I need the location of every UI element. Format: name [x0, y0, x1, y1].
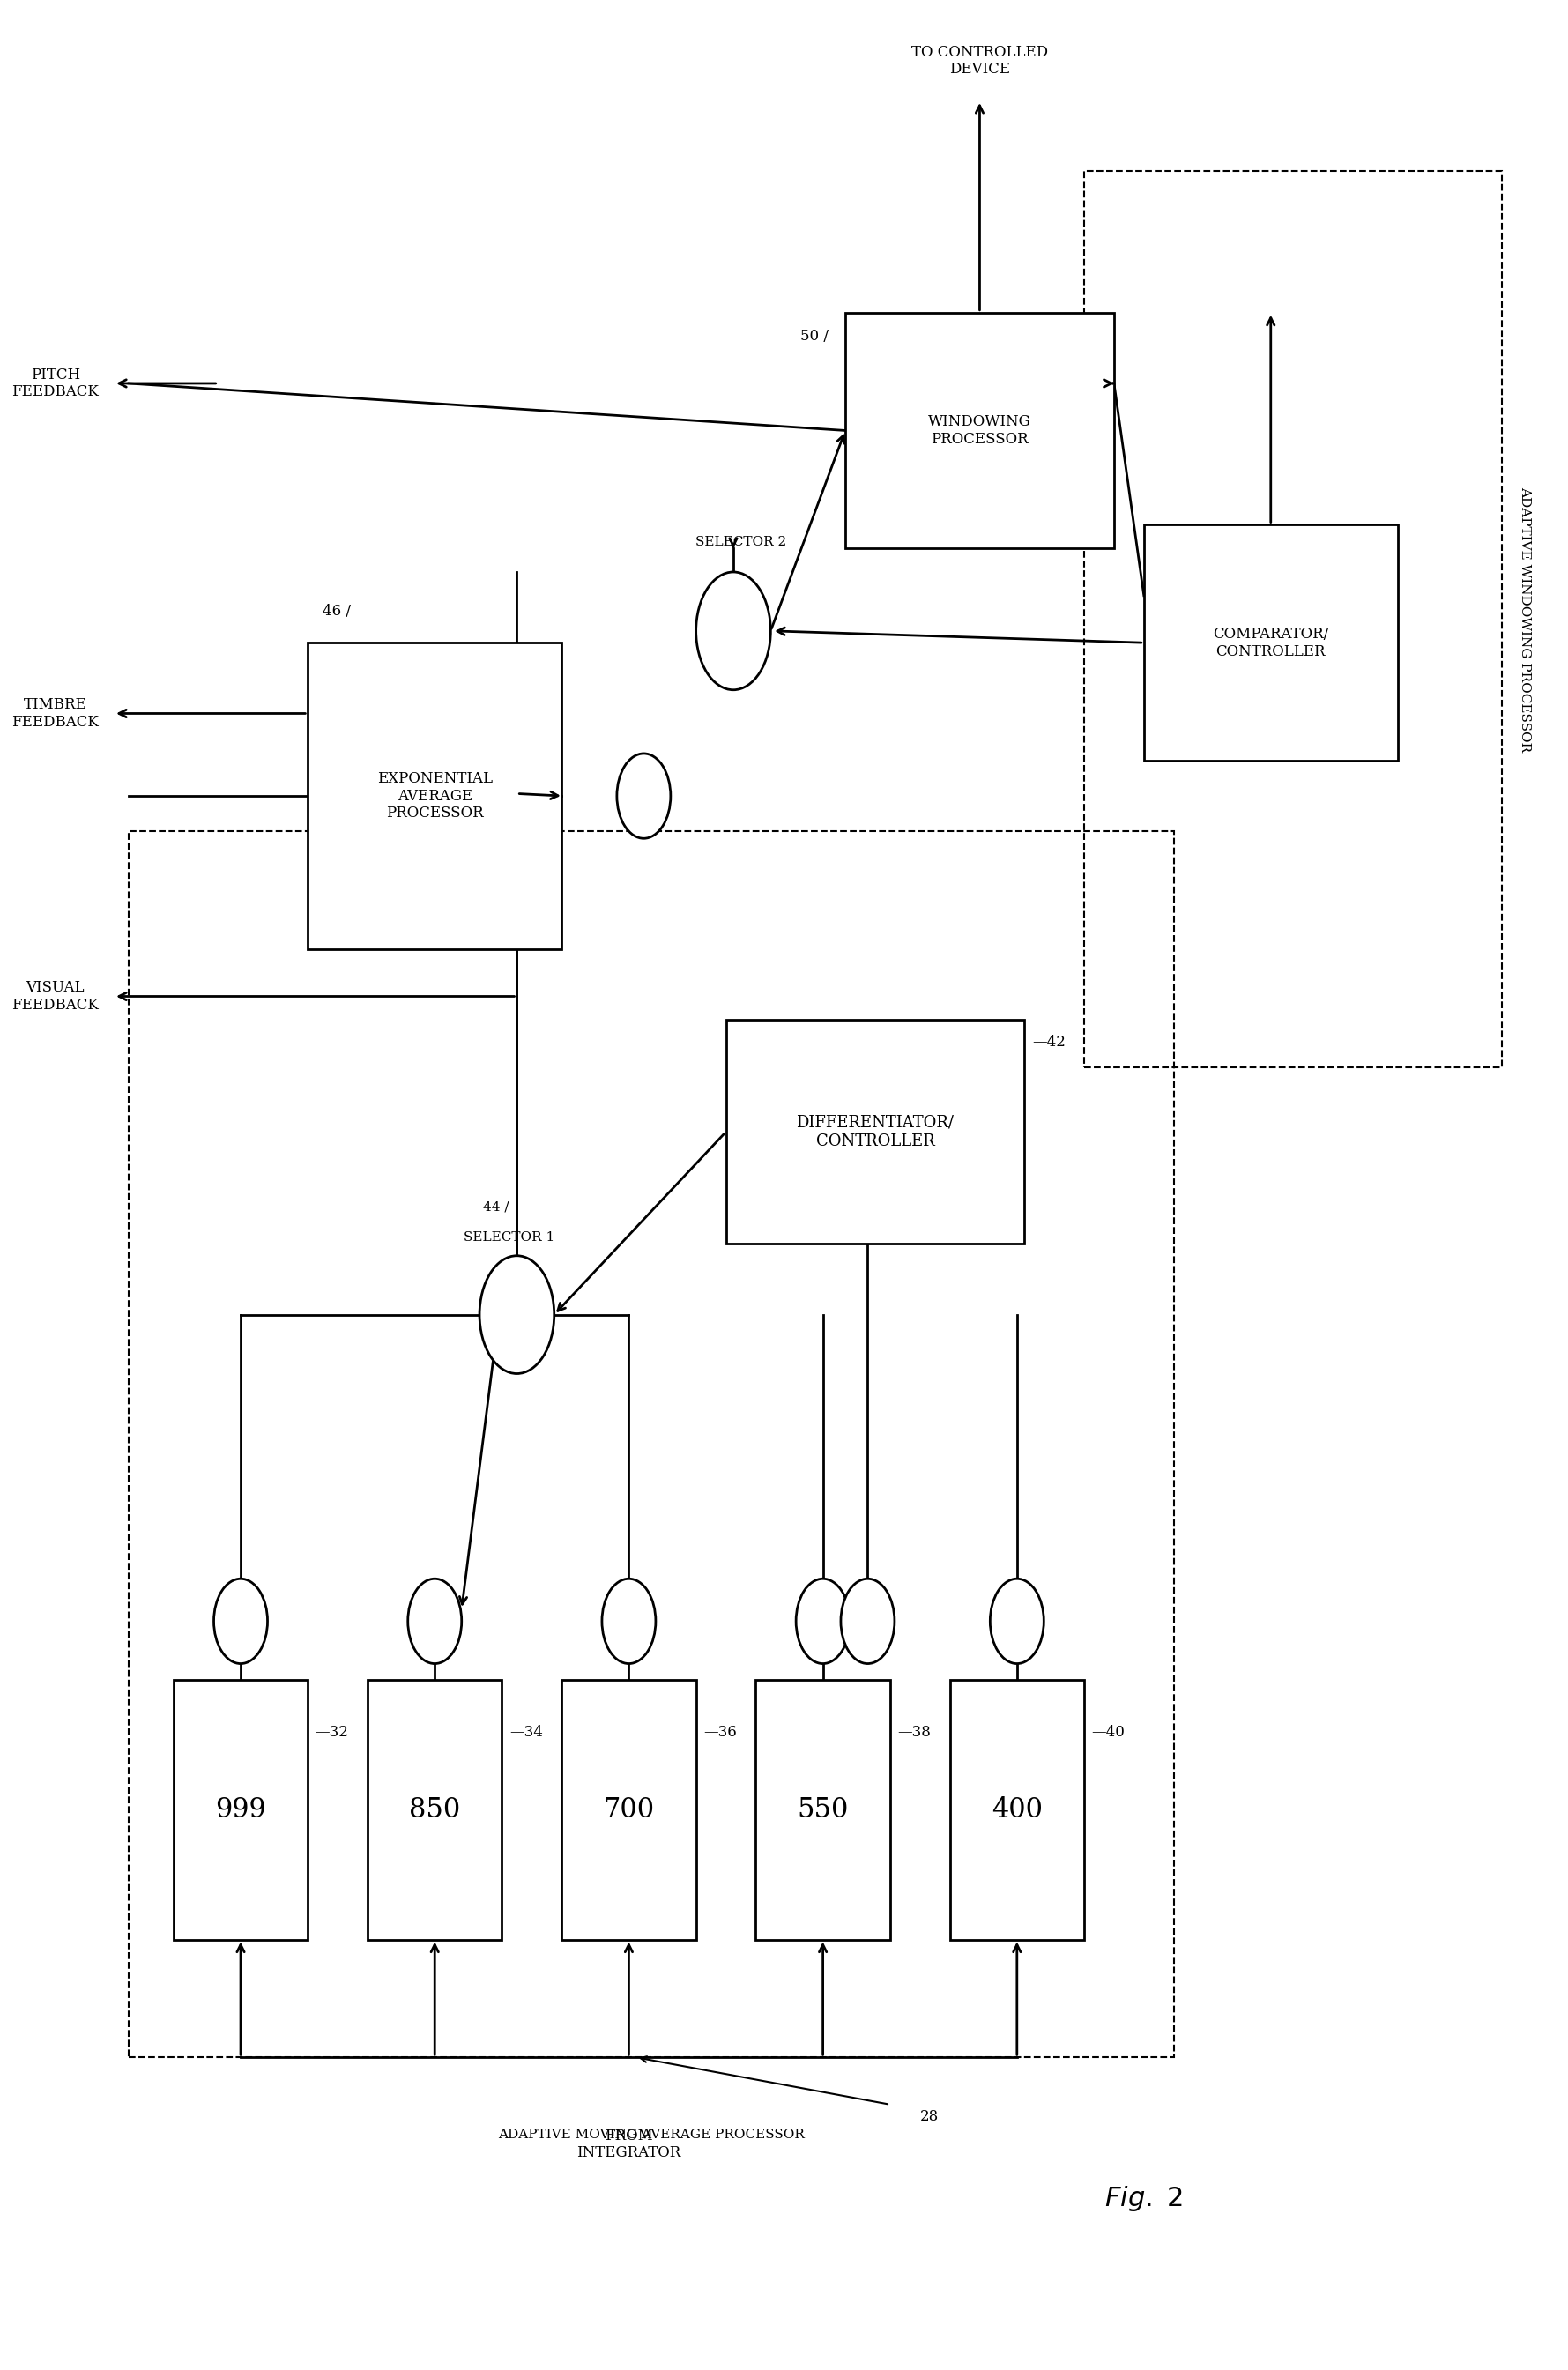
Text: $\it{Fig.}$ $\it{2}$: $\it{Fig.}$ $\it{2}$	[1104, 2185, 1184, 2214]
Bar	[726, 1019, 1024, 1244]
Circle shape	[616, 754, 671, 839]
Text: FROM
INTEGRATOR: FROM INTEGRATOR	[577, 2128, 681, 2161]
Bar	[950, 1680, 1083, 1939]
Bar	[1145, 524, 1397, 761]
Text: 850: 850	[409, 1796, 461, 1823]
Text: —32: —32	[315, 1725, 348, 1740]
Text: EXPONENTIAL
AVERAGE
PROCESSOR: EXPONENTIAL AVERAGE PROCESSOR	[376, 770, 492, 820]
Bar	[1083, 171, 1502, 1066]
Bar	[756, 1680, 891, 1939]
Text: VISUAL
FEEDBACK: VISUAL FEEDBACK	[11, 981, 99, 1012]
Text: 28: 28	[920, 2109, 939, 2124]
Text: ADAPTIVE WINDOWING PROCESSOR: ADAPTIVE WINDOWING PROCESSOR	[1518, 486, 1530, 751]
Text: DIFFERENTIATOR/
CONTROLLER: DIFFERENTIATOR/ CONTROLLER	[797, 1114, 953, 1149]
Bar	[174, 1680, 307, 1939]
Circle shape	[213, 1578, 268, 1664]
Circle shape	[797, 1578, 850, 1664]
Text: 46 /: 46 /	[323, 604, 351, 619]
Circle shape	[602, 1578, 655, 1664]
Circle shape	[408, 1578, 461, 1664]
Bar	[845, 313, 1113, 547]
Circle shape	[840, 1578, 895, 1664]
Text: —40: —40	[1091, 1725, 1124, 1740]
Bar	[561, 1680, 696, 1939]
Text: —38: —38	[897, 1725, 931, 1740]
Text: 50 /: 50 /	[801, 329, 829, 344]
Text: 550: 550	[797, 1796, 848, 1823]
Bar	[129, 832, 1174, 2057]
Circle shape	[480, 1256, 554, 1375]
Circle shape	[696, 571, 770, 690]
Text: —42: —42	[1032, 1036, 1065, 1050]
Text: 999: 999	[215, 1796, 267, 1823]
Text: —36: —36	[704, 1725, 737, 1740]
Text: 400: 400	[991, 1796, 1043, 1823]
Text: ADAPTIVE MOVING AVERAGE PROCESSOR: ADAPTIVE MOVING AVERAGE PROCESSOR	[499, 2128, 804, 2140]
Text: COMPARATOR/
CONTROLLER: COMPARATOR/ CONTROLLER	[1214, 626, 1328, 659]
Text: 700: 700	[604, 1796, 654, 1823]
Text: WINDOWING
PROCESSOR: WINDOWING PROCESSOR	[928, 415, 1032, 446]
Text: 44 /: 44 /	[483, 1202, 510, 1213]
Text: PITCH
FEEDBACK: PITCH FEEDBACK	[11, 367, 99, 401]
Text: SELECTOR 1: SELECTOR 1	[464, 1232, 555, 1244]
Text: SELECTOR 2: SELECTOR 2	[695, 536, 786, 547]
Text: TIMBRE
FEEDBACK: TIMBRE FEEDBACK	[11, 697, 99, 730]
Text: TO CONTROLLED
DEVICE: TO CONTROLLED DEVICE	[911, 45, 1047, 76]
Bar	[307, 642, 561, 950]
Bar	[367, 1680, 502, 1939]
Text: —34: —34	[510, 1725, 543, 1740]
Circle shape	[989, 1578, 1044, 1664]
